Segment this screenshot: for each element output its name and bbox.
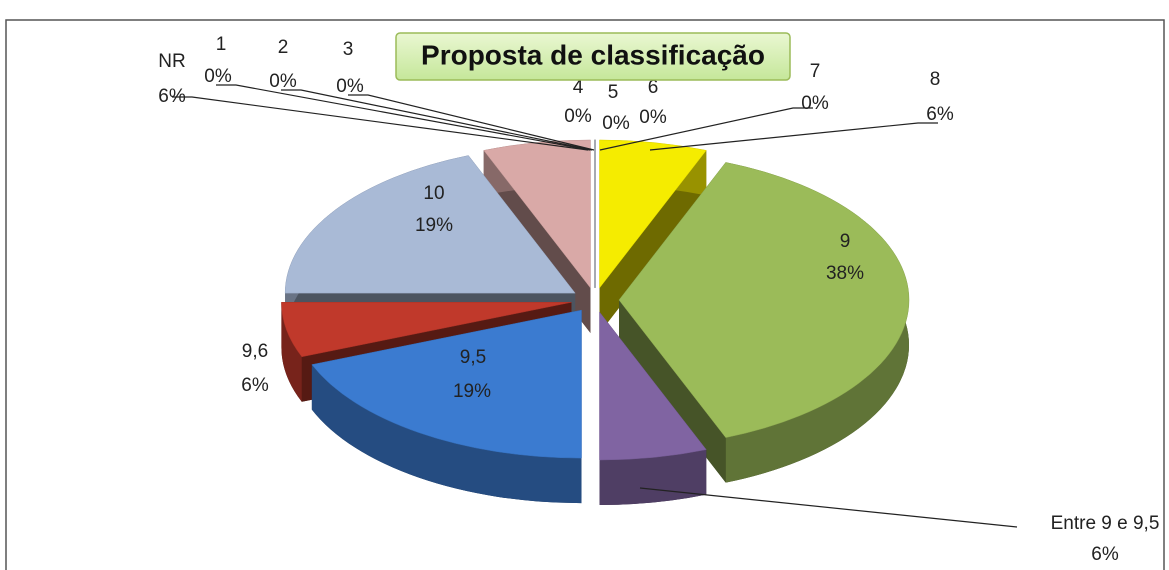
slice-edge [311, 364, 582, 504]
category-label: NR [158, 51, 185, 72]
category-label: 4 [573, 77, 584, 98]
slice-edge [599, 449, 707, 506]
value-label: 0% [336, 76, 364, 97]
pie [281, 139, 910, 506]
slice-top [618, 162, 910, 438]
value-label: 38% [826, 263, 864, 284]
value-label: 6% [241, 375, 269, 396]
value-label: 0% [639, 107, 667, 128]
slice [599, 311, 707, 506]
category-label: 9,5 [460, 347, 486, 368]
category-label: 2 [278, 37, 289, 58]
value-label: 19% [415, 215, 453, 236]
slice [311, 309, 582, 504]
labels: 1 0% 2 0% 3 0% 4 0% 5 0% 6 0% 7 0% 8 6% 9 38% Entre 9 e 9,… [158, 34, 1159, 565]
value-label: 0% [564, 106, 592, 127]
title-box [395, 32, 791, 81]
category-label: Entre 9 e 9,5 [1051, 513, 1160, 534]
slice-top [281, 302, 572, 358]
slice-edge [281, 302, 302, 402]
slice-top [284, 155, 576, 294]
slice-top [599, 311, 707, 461]
chart-title: Proposta de classificação [421, 39, 765, 70]
value-label: 0% [269, 71, 297, 92]
value-label: 6% [158, 86, 186, 107]
category-label: 7 [810, 61, 821, 82]
category-label: 5 [608, 82, 619, 103]
category-label: 9 [840, 231, 851, 252]
leader-line [649, 122, 938, 151]
chart-border [5, 19, 1165, 570]
category-label: 8 [930, 69, 941, 90]
slice [618, 162, 910, 483]
value-label: 0% [602, 113, 630, 134]
value-label: 6% [926, 104, 954, 125]
value-label: 0% [801, 93, 829, 114]
leader-line [639, 487, 1018, 528]
leader-line [172, 96, 589, 151]
slice-top [599, 139, 707, 289]
category-label: 1 [216, 34, 227, 55]
value-label: 19% [453, 381, 491, 402]
category-label: 9,6 [242, 341, 268, 362]
value-label: 0% [204, 66, 232, 87]
category-label: 10 [423, 183, 444, 204]
category-label: 3 [343, 39, 354, 60]
leader-line [216, 84, 591, 151]
leader-line [281, 89, 593, 151]
leader-line [599, 107, 813, 151]
slice-top [311, 309, 582, 459]
slice-side [599, 150, 707, 333]
value-label: 6% [1091, 544, 1119, 565]
slice-side [619, 300, 726, 483]
leader-line [348, 94, 595, 151]
category-label: 6 [648, 77, 659, 98]
